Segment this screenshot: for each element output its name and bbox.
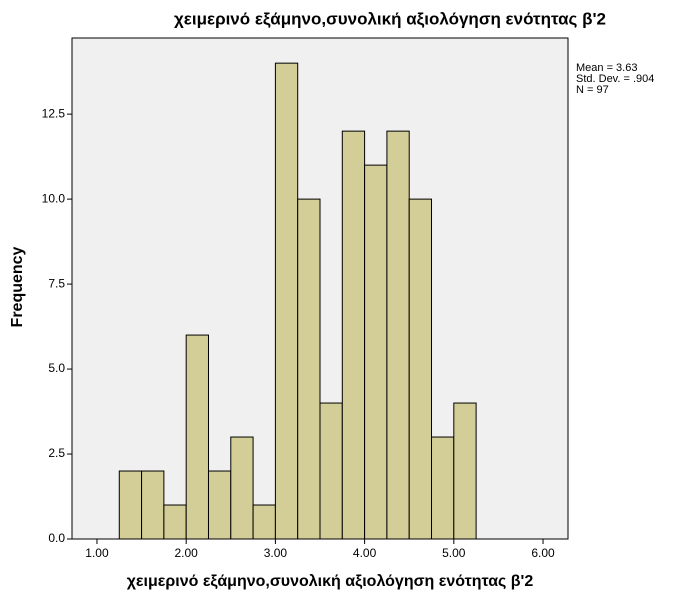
x-tick-label: 2.00 (175, 546, 199, 560)
x-tick-label: 5.00 (442, 546, 466, 560)
stat-note: Std. Dev. = .904 (576, 73, 654, 85)
x-tick-label: 3.00 (264, 546, 288, 560)
bar (297, 198, 321, 540)
x-tick-label: 6.00 (531, 546, 555, 560)
bar (431, 436, 455, 540)
bar (453, 402, 477, 540)
bar (185, 334, 209, 540)
bar (408, 198, 433, 540)
y-tick-label: 10.0 (42, 191, 66, 205)
bar (341, 130, 366, 540)
bar (252, 504, 276, 540)
bar (141, 470, 165, 540)
y-tick-label: 2.5 (48, 446, 65, 460)
chart-title: χειμερινό εξάμηνο,συνολική αξιολόγηση εν… (174, 9, 606, 28)
x-tick-label: 4.00 (353, 546, 377, 560)
bar (319, 402, 343, 540)
y-tick-label: 0.0 (48, 531, 65, 545)
y-axis-title: Frequency (9, 246, 26, 327)
y-tick-label: 7.5 (48, 276, 65, 290)
x-tick-label: 1.00 (85, 546, 109, 560)
bar (274, 62, 299, 540)
bar (207, 470, 232, 540)
bar (386, 130, 410, 540)
y-tick-label: 5.0 (48, 361, 65, 375)
stat-note: Mean = 3.63 (576, 62, 637, 74)
bar (118, 470, 143, 540)
stat-note: N = 97 (576, 84, 609, 96)
bar (364, 164, 388, 540)
bar (230, 436, 254, 540)
x-axis-title: χειμερινό εξάμηνο,συνολική αξιολόγηση εν… (127, 573, 534, 590)
bar (163, 504, 187, 540)
y-tick-label: 12.5 (42, 106, 66, 120)
